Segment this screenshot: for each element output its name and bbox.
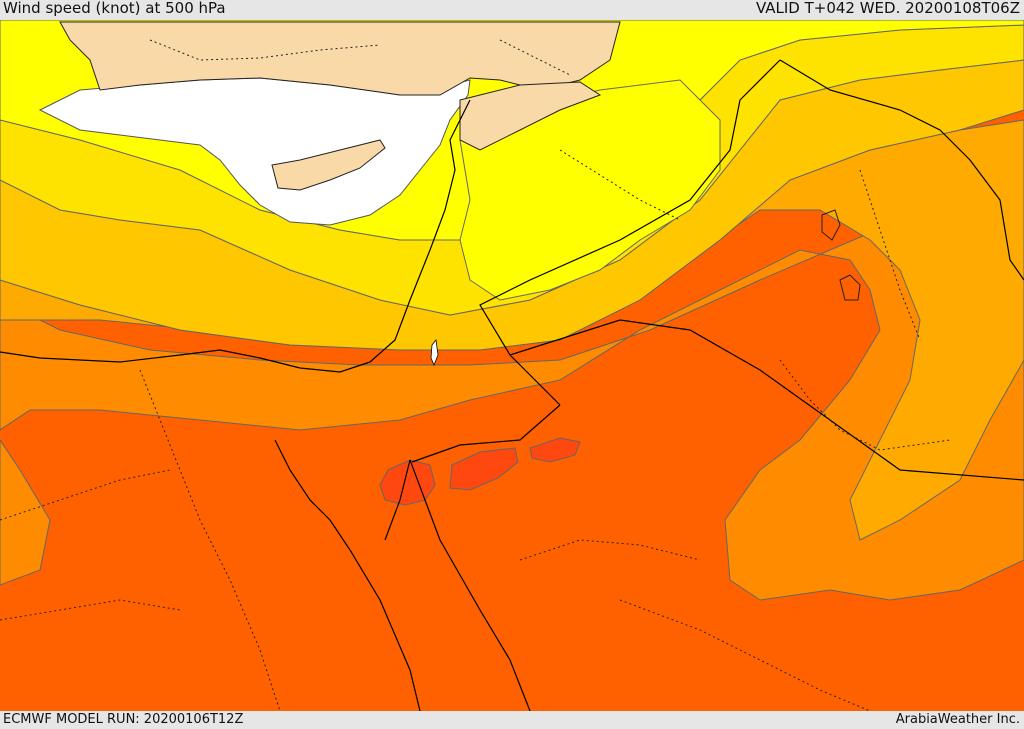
border-jordan-iraq bbox=[479, 59, 781, 406]
model-run-label: ECMWF MODEL RUN: 20200106T12Z bbox=[3, 712, 244, 727]
lake-dead-sea bbox=[430, 339, 439, 367]
dotted-boundary bbox=[0, 599, 181, 621]
band-level-7-core-arabia bbox=[529, 437, 581, 463]
land-turkey bbox=[59, 21, 621, 96]
band-level-7-core-jordan bbox=[449, 447, 519, 491]
border-jordan-saudi bbox=[411, 404, 561, 463]
border-red-sea-east bbox=[409, 459, 531, 711]
border-gulf-of-suez bbox=[274, 439, 421, 711]
band-level-5-west bbox=[0, 439, 51, 586]
land-turkey-east bbox=[459, 81, 602, 151]
border-saudi-iraq bbox=[509, 319, 1024, 481]
header-bar: Wind speed (knot) at 500 hPa VALID T+042… bbox=[0, 0, 1024, 22]
dotted-boundary bbox=[859, 169, 921, 341]
dotted-boundary bbox=[779, 359, 951, 451]
land-cyprus bbox=[271, 139, 386, 191]
wind-speed-map bbox=[0, 20, 1024, 711]
wind-speed-svg bbox=[0, 20, 1024, 711]
dotted-boundary bbox=[149, 39, 381, 61]
map-title: Wind speed (knot) at 500 hPa bbox=[3, 0, 226, 17]
band-level-5 bbox=[0, 209, 1024, 601]
province-borders bbox=[0, 39, 951, 711]
border-levant-coast bbox=[369, 99, 471, 363]
lake-tharthar bbox=[839, 274, 861, 301]
valid-time-label: VALID T+042 WED. 20200108T06Z bbox=[755, 0, 1020, 17]
dotted-boundary bbox=[0, 469, 171, 521]
dotted-boundary bbox=[559, 149, 681, 221]
dotted-boundary bbox=[139, 369, 281, 711]
band-level-1-east bbox=[459, 79, 721, 301]
lake-habbaniyah bbox=[821, 209, 841, 241]
country-borders bbox=[0, 59, 1024, 711]
dotted-boundary bbox=[619, 599, 871, 711]
dotted-boundary bbox=[519, 539, 701, 561]
footer-bar: ECMWF MODEL RUN: 20200106T12Z ArabiaWeat… bbox=[0, 711, 1024, 729]
credit-label: ArabiaWeather Inc. bbox=[895, 712, 1020, 727]
border-north-africa-coast bbox=[0, 349, 371, 373]
border-gulf-of-aqaba bbox=[384, 459, 411, 541]
border-iraq-iran bbox=[779, 59, 1024, 281]
